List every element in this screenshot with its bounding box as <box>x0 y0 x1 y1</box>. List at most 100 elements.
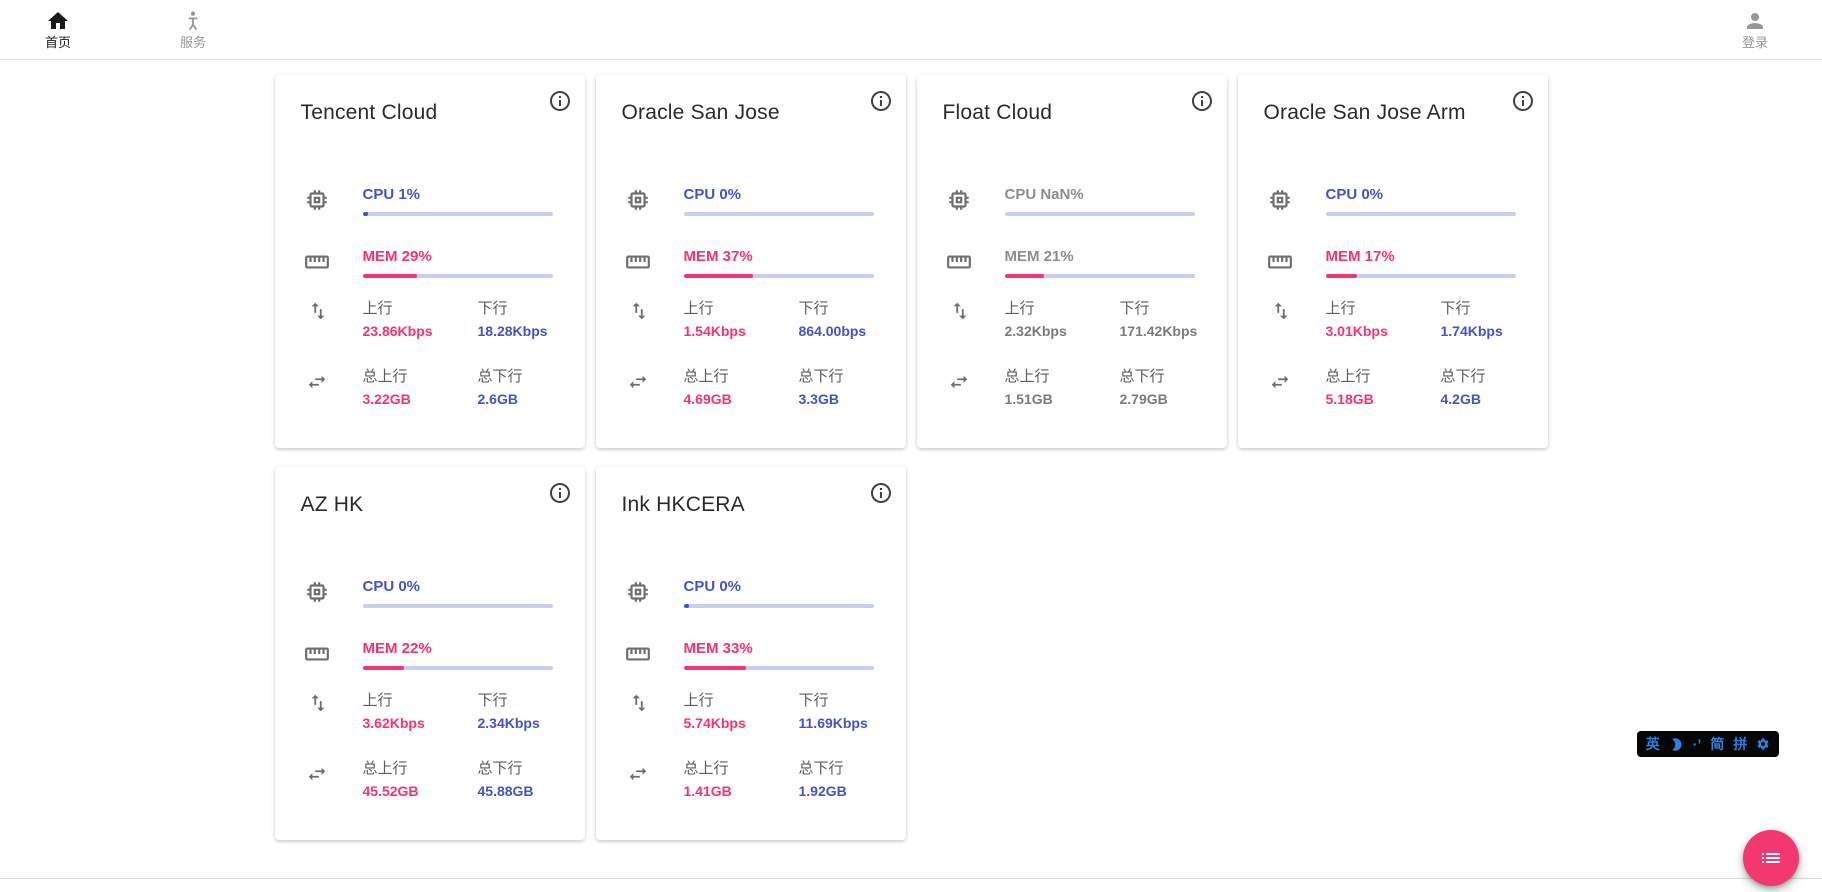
ruler-icon <box>622 640 684 667</box>
swap-horizontal-icon <box>943 367 1005 393</box>
metrics-block: CPU 1% MEM 29% 上行 <box>301 186 561 408</box>
upload-speed-label: 上行 <box>683 692 714 709</box>
server-card: Tencent Cloud CPU 1% MEM 29% <box>274 75 585 448</box>
mem-progress-bar <box>1004 274 1195 278</box>
download-speed-value: 864.00bps <box>798 323 867 339</box>
cpu-chip-icon <box>943 186 1005 213</box>
server-card-grid: Tencent Cloud CPU 1% MEM 29% <box>274 75 1548 840</box>
cpu-progress-bar <box>1325 212 1516 216</box>
list-icon <box>1759 846 1783 870</box>
traffic-total-row: 总上行 5.18GB 总下行 4.2GB <box>1264 367 1524 408</box>
download-speed-value: 11.69Kbps <box>798 715 868 731</box>
swap-horizontal-icon <box>1264 367 1326 393</box>
ime-status-bar: 英 ·’ 简 拼 <box>1637 731 1779 757</box>
total-download-label: 总下行 <box>1440 368 1486 385</box>
info-icon[interactable] <box>1190 89 1214 113</box>
gear-icon[interactable] <box>1756 737 1770 751</box>
nav-item-label: 首页 <box>44 35 71 50</box>
info-icon[interactable] <box>548 481 572 505</box>
nav-item-label: 服务 <box>179 35 206 50</box>
upload-speed-label: 上行 <box>362 300 393 317</box>
cpu-usage-label: CPU 0% <box>683 186 742 203</box>
server-card: AZ HK CPU 0% MEM 22% <box>274 467 585 840</box>
total-upload-value: 4.69GB <box>683 391 732 407</box>
cpu-progress-fill <box>362 212 368 216</box>
upload-speed-value: 3.62Kbps <box>362 715 425 731</box>
download-speed-value: 171.42Kbps <box>1119 323 1198 339</box>
upload-speed-label: 上行 <box>1325 300 1356 317</box>
total-upload-value: 5.18GB <box>1325 391 1374 407</box>
up-down-arrows-icon <box>301 691 363 714</box>
swap-horizontal-icon <box>301 759 363 785</box>
mem-progress-bar <box>1325 274 1516 278</box>
info-icon[interactable] <box>869 481 893 505</box>
upload-speed-label: 上行 <box>1004 300 1035 317</box>
download-speed-label: 下行 <box>1440 300 1471 317</box>
ruler-icon <box>1264 248 1326 275</box>
ime-punct-mode[interactable]: ·’ <box>1692 736 1702 752</box>
nav-item-service[interactable]: 服务 <box>163 9 223 49</box>
mem-progress-fill <box>1325 274 1358 278</box>
mem-gauge-row: MEM 37% <box>622 248 882 278</box>
cpu-usage-label: CPU NaN% <box>1004 186 1084 203</box>
mem-progress-fill <box>683 666 746 670</box>
swap-horizontal-icon <box>301 367 363 393</box>
mem-progress-fill <box>1004 274 1044 278</box>
nav-item-home[interactable]: 首页 <box>28 9 88 49</box>
ruler-icon <box>622 248 684 275</box>
mem-gauge-row: MEM 22% <box>301 640 561 670</box>
server-name: Float Cloud <box>942 101 1053 124</box>
total-upload-label: 总上行 <box>1325 368 1371 385</box>
cpu-chip-icon <box>301 578 363 605</box>
mem-progress-bar <box>683 666 874 670</box>
accessibility-icon <box>181 9 205 33</box>
total-download-value: 1.92GB <box>798 783 847 799</box>
cpu-gauge-row: CPU 1% <box>301 186 561 216</box>
mem-usage-label: MEM 17% <box>1325 248 1395 265</box>
traffic-total-row: 总上行 1.41GB 总下行 1.92GB <box>622 759 882 800</box>
server-list-fab[interactable] <box>1743 830 1799 886</box>
metrics-block: CPU 0% MEM 33% 上行 <box>622 578 882 800</box>
mem-usage-label: MEM 29% <box>362 248 432 265</box>
metrics-block: CPU 0% MEM 22% 上行 <box>301 578 561 800</box>
server-name: Oracle San Jose Arm <box>1263 101 1466 124</box>
ime-simplified-mode[interactable]: 简 <box>1710 736 1725 752</box>
cpu-progress-bar <box>1004 212 1195 216</box>
mem-gauge-row: MEM 21% <box>943 248 1203 278</box>
ime-pinyin-mode[interactable]: 拼 <box>1733 736 1748 752</box>
total-download-label: 总下行 <box>798 368 844 385</box>
info-icon[interactable] <box>869 89 893 113</box>
total-upload-label: 总上行 <box>362 760 408 777</box>
mem-progress-bar <box>362 274 553 278</box>
upload-speed-label: 上行 <box>362 692 393 709</box>
total-upload-value: 45.52GB <box>362 783 419 799</box>
download-speed-value: 2.34Kbps <box>477 715 540 731</box>
info-icon[interactable] <box>1511 89 1535 113</box>
download-speed-label: 下行 <box>477 692 508 709</box>
mem-gauge-row: MEM 33% <box>622 640 882 670</box>
total-download-label: 总下行 <box>1119 368 1165 385</box>
download-speed-label: 下行 <box>477 300 508 317</box>
download-speed-label: 下行 <box>1119 300 1150 317</box>
cpu-usage-label: CPU 0% <box>1325 186 1384 203</box>
moon-icon[interactable] <box>1669 737 1684 752</box>
mem-gauge-row: MEM 17% <box>1264 248 1524 278</box>
mem-usage-label: MEM 21% <box>1004 248 1074 265</box>
cpu-chip-icon <box>301 186 363 213</box>
metrics-block: CPU 0% MEM 37% 上行 <box>622 186 882 408</box>
home-icon <box>46 9 70 33</box>
server-card: Ink HKCERA CPU 0% MEM 33% <box>595 467 906 840</box>
nav-item-login[interactable]: 登录 <box>1725 9 1785 49</box>
cpu-gauge-row: CPU 0% <box>301 578 561 608</box>
network-speed-row: 上行 23.86Kbps 下行 18.28Kbps <box>301 299 561 340</box>
cpu-progress-bar <box>362 212 553 216</box>
cpu-progress-bar <box>683 212 874 216</box>
ime-english-mode[interactable]: 英 <box>1645 736 1660 752</box>
download-speed-label: 下行 <box>798 692 829 709</box>
swap-horizontal-icon <box>622 759 684 785</box>
total-download-value: 3.3GB <box>798 391 839 407</box>
up-down-arrows-icon <box>622 299 684 322</box>
info-icon[interactable] <box>548 89 572 113</box>
server-card: Float Cloud CPU NaN% MEM 21% <box>916 75 1227 448</box>
network-speed-row: 上行 1.54Kbps 下行 864.00bps <box>622 299 882 340</box>
